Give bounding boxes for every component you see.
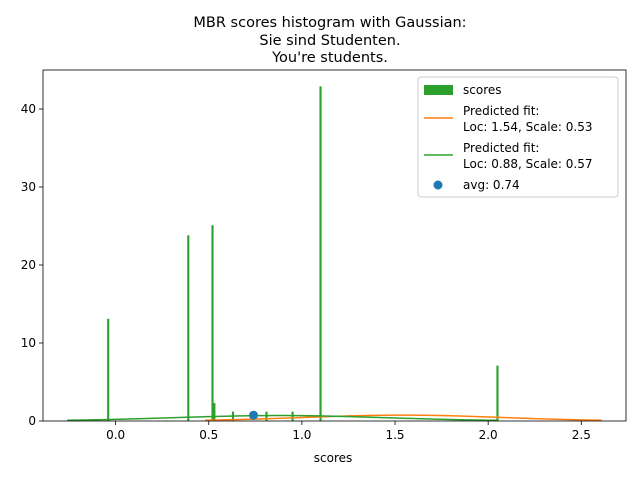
legend-label-fit-2-line-2: Loc: 0.88, Scale: 0.57 <box>463 157 592 171</box>
histogram-bar-2 <box>211 225 214 421</box>
axes: 0.0 0.5 1.0 1.5 2.0 2.5 0 10 20 30 40 <box>21 69 627 442</box>
legend-box <box>417 76 619 198</box>
x-tick-label: 1.0 <box>292 428 311 442</box>
y-tick-label: 0 <box>28 414 36 428</box>
legend-label-fit-1-line-1: Predicted fit: <box>463 104 539 118</box>
y-tick-label: 40 <box>21 102 36 116</box>
legend-label-fit-1-line-2: Loc: 1.54, Scale: 0.53 <box>463 120 592 134</box>
histogram-bar-1 <box>187 235 190 421</box>
y-tick-label: 30 <box>21 180 36 194</box>
x-tick-label: 2.0 <box>479 428 498 442</box>
gaussian-fit-curve-2 <box>67 414 498 422</box>
legend-swatch-scores <box>424 85 453 95</box>
histogram-bar-8 <box>496 365 499 421</box>
x-axis-label: scores <box>314 451 353 465</box>
x-tick-label: 1.5 <box>385 428 404 442</box>
x-tick-label: 0.0 <box>106 428 125 442</box>
legend-marker-avg <box>433 180 443 190</box>
gaussian-fit-curve-1 <box>205 414 602 421</box>
y-tick-label: 20 <box>21 258 36 272</box>
chart-title-line-1: MBR scores histogram with Gaussian: <box>193 15 466 31</box>
legend-label-scores: scores <box>463 83 502 97</box>
legend: scores Predicted fit: Loc: 1.54, Scale: … <box>417 76 619 198</box>
legend-label-avg: avg: 0.74 <box>463 178 520 192</box>
histogram-bar-3 <box>213 403 216 421</box>
x-tick-label: 0.5 <box>199 428 218 442</box>
chart-title-line-2: Sie sind Studenten. <box>259 33 400 49</box>
plot-area <box>67 86 602 422</box>
average-marker <box>248 410 258 420</box>
histogram-bar-7 <box>319 86 322 421</box>
chart-title-line-3: You're students. <box>271 50 388 66</box>
axes-frame <box>42 69 627 422</box>
histogram-bar-0 <box>107 318 110 421</box>
y-tick-label: 10 <box>21 336 36 350</box>
legend-label-fit-2-line-1: Predicted fit: <box>463 141 539 155</box>
x-tick-label: 2.5 <box>572 428 591 442</box>
